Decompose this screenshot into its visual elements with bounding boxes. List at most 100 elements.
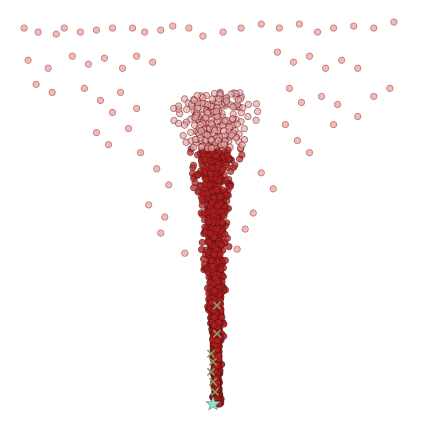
data-point (215, 177, 223, 185)
data-point (295, 20, 304, 28)
data-point (203, 189, 212, 198)
data-point (190, 184, 198, 192)
data-point (149, 58, 157, 66)
data-point (297, 98, 306, 107)
data-point (225, 243, 233, 251)
data-point (221, 230, 229, 238)
data-point (237, 24, 245, 32)
data-point (227, 90, 235, 98)
data-point (257, 20, 265, 28)
data-point (187, 128, 195, 136)
data-point (213, 225, 221, 233)
data-point (218, 313, 226, 321)
data-point (390, 18, 398, 26)
data-point (211, 127, 219, 135)
data-point (222, 97, 231, 105)
data-point (216, 193, 224, 201)
data-point (182, 138, 190, 146)
data-point (213, 337, 221, 345)
data-point (305, 52, 314, 60)
data-point (223, 151, 231, 160)
data-point (197, 245, 206, 254)
data-point (161, 213, 169, 221)
data-point (180, 121, 189, 129)
data-point (236, 155, 244, 163)
data-point (350, 22, 358, 30)
data-point (213, 186, 221, 194)
data-point (370, 24, 378, 32)
data-point (124, 124, 133, 133)
data-point (329, 120, 338, 129)
data-point (169, 22, 177, 30)
data-point (96, 96, 105, 105)
data-point (190, 96, 198, 105)
data-point (202, 176, 210, 184)
data-point (137, 149, 145, 157)
data-point (212, 107, 220, 116)
data-point (165, 181, 173, 189)
data-point (289, 58, 297, 66)
data-point (317, 92, 326, 101)
x-marker (212, 329, 222, 338)
data-point (157, 26, 165, 34)
data-point (228, 115, 237, 123)
data-point (222, 176, 230, 184)
data-point (108, 108, 117, 117)
data-point (170, 104, 178, 113)
data-point (191, 114, 199, 122)
data-point (253, 107, 262, 116)
data-point (182, 105, 191, 114)
data-point (281, 120, 289, 129)
data-point (181, 249, 189, 257)
data-point (133, 104, 141, 113)
data-point (219, 28, 227, 36)
data-point (34, 28, 42, 36)
data-point (20, 24, 28, 32)
data-point (118, 64, 127, 72)
data-point (141, 28, 149, 36)
data-point (179, 132, 187, 140)
data-point (220, 140, 228, 148)
data-point (229, 103, 237, 111)
data-point (313, 28, 322, 36)
x-marker (206, 349, 216, 358)
data-point (208, 95, 216, 103)
data-point (273, 48, 281, 56)
data-point (249, 209, 257, 217)
data-point (48, 88, 56, 97)
data-point (293, 137, 302, 145)
data-point (244, 112, 252, 121)
data-point (203, 131, 211, 139)
data-point (194, 188, 202, 196)
data-point (386, 84, 394, 92)
data-point (197, 127, 205, 135)
data-point (234, 96, 243, 104)
data-point (207, 136, 215, 144)
data-point (197, 182, 205, 190)
data-point (285, 84, 293, 92)
data-point (209, 262, 217, 271)
data-point (92, 26, 101, 34)
data-point (157, 229, 165, 237)
data-point (207, 170, 215, 178)
sparse-points-layer (20, 18, 398, 257)
data-point (199, 32, 207, 40)
data-point (174, 119, 183, 128)
data-point (207, 120, 215, 128)
data-point (217, 240, 225, 249)
data-point (228, 131, 236, 139)
data-point (189, 143, 197, 151)
data-point (104, 141, 113, 149)
data-point (221, 117, 229, 125)
data-point (244, 100, 253, 109)
data-point (208, 144, 216, 152)
data-point (185, 24, 193, 32)
data-point (24, 56, 32, 64)
data-point (257, 169, 265, 177)
star-markers-layer (205, 395, 221, 411)
x-marker (208, 357, 218, 366)
data-point (206, 229, 214, 237)
data-point (208, 198, 216, 207)
x-marker (210, 387, 220, 397)
data-point (80, 84, 88, 92)
